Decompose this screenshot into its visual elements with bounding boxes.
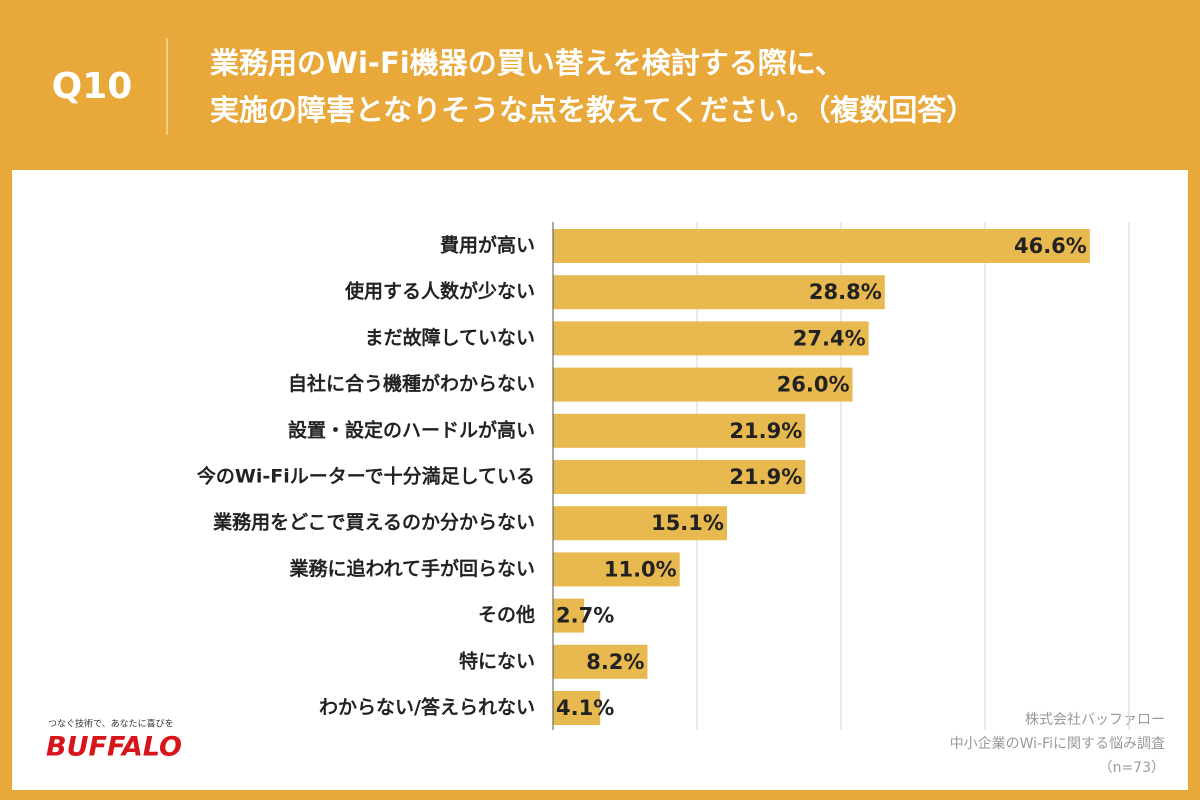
question-number: Q10 [52,66,133,107]
category-label: 自社に合う機種がわからない [288,372,535,395]
category-label: 設置・設定のハードルが高い [288,418,535,441]
category-label: 使用する人数が少ない [344,280,535,303]
value-label: 8.2% [586,650,644,674]
logo: BUFFALO [46,732,182,763]
bar [553,460,806,494]
value-label: 26.0% [777,373,850,397]
value-label: 27.4% [793,326,866,350]
category-label: わからない/答えられない [319,696,535,719]
value-label: 28.8% [809,280,882,304]
source: 中小企業のWi-Fiに関する悩み調査 [950,735,1165,752]
source: 株式会社バッファロー [1025,712,1165,728]
bar [553,367,853,402]
bar [553,321,869,356]
bar [553,413,806,448]
bar [553,691,601,725]
bar [553,275,885,310]
category-label: 業務用をどこで買えるのか分からない [212,511,535,534]
value-label: 15.1% [651,511,724,535]
bar [553,598,585,633]
bar [553,644,648,679]
bar [553,552,680,587]
category-label: その他 [478,603,535,626]
chart: 費用が高い 46.6% 使用する人数が少ない 28.8% まだ故障していない 27.4% 自… [196,222,1130,730]
value-label: 21.9% [729,465,802,489]
source: （n=73） [1099,760,1165,776]
category-label: 特にない [459,650,535,672]
value-label: 2.7% [556,604,614,628]
bar [553,506,727,541]
category-label: 業務に追われて手が回らない [289,557,535,580]
category-label: 今のWi-Fiルーターで十分満足している [196,465,535,488]
logo-tagline: つなぐ技術で、あなたに喜びを [48,718,174,730]
title-line: 業務用のWi-Fi機器の買い替えを検討する際に、 [210,46,844,80]
value-label: 4.1% [556,696,614,720]
value-label: 46.6% [1014,234,1087,258]
category-label: まだ故障していない [365,326,535,349]
value-label: 21.9% [729,419,802,443]
value-label: 11.0% [604,557,677,581]
bar [553,229,1090,263]
category-label: 費用が高い [440,234,535,257]
title-line: 実施の障害となりそうな点を教えてください。（複数回答） [210,93,975,127]
